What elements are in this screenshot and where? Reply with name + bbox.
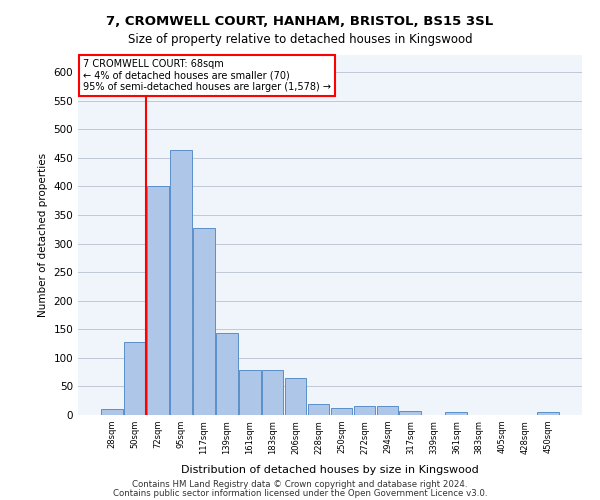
Bar [101,410,123,415]
Bar [445,412,467,415]
Bar [308,404,329,415]
Bar [331,408,352,415]
Text: 7, CROMWELL COURT, HANHAM, BRISTOL, BS15 3SL: 7, CROMWELL COURT, HANHAM, BRISTOL, BS15… [106,15,494,28]
Y-axis label: Number of detached properties: Number of detached properties [38,153,48,317]
Bar [124,342,146,415]
Bar [400,411,421,415]
X-axis label: Distribution of detached houses by size in Kingswood: Distribution of detached houses by size … [181,465,479,475]
Bar [239,370,260,415]
Bar [377,406,398,415]
Bar [537,412,559,415]
Bar [353,406,376,415]
Bar [193,228,215,415]
Bar [284,378,307,415]
Text: Size of property relative to detached houses in Kingswood: Size of property relative to detached ho… [128,32,472,46]
Bar [147,186,169,415]
Bar [216,334,238,415]
Text: Contains HM Land Registry data © Crown copyright and database right 2024.: Contains HM Land Registry data © Crown c… [132,480,468,489]
Bar [170,150,191,415]
Text: Contains public sector information licensed under the Open Government Licence v3: Contains public sector information licen… [113,488,487,498]
Text: 7 CROMWELL COURT: 68sqm
← 4% of detached houses are smaller (70)
95% of semi-det: 7 CROMWELL COURT: 68sqm ← 4% of detached… [83,58,331,92]
Bar [262,370,283,415]
